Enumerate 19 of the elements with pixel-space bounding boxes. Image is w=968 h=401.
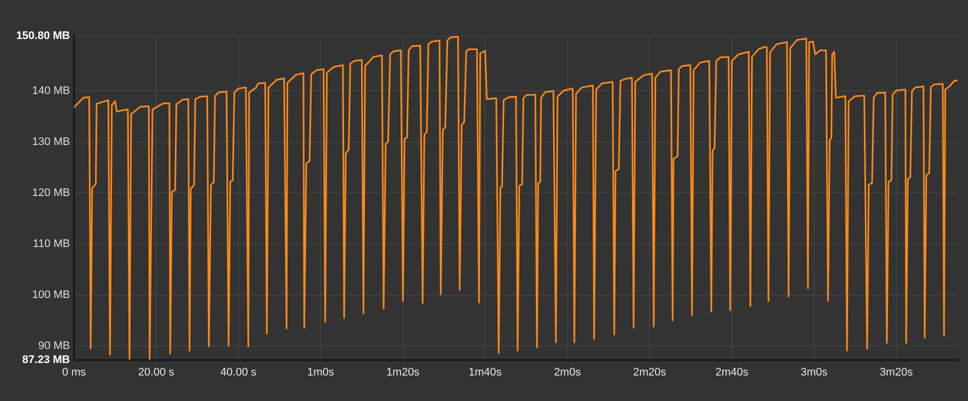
- x-tick-label: 2m40s: [715, 366, 749, 379]
- x-tick-label: 0 ms: [62, 366, 86, 379]
- y-tick-label: 140 MB: [32, 85, 70, 98]
- y-tick-label: 87.23 MB: [22, 354, 70, 366]
- x-tick-label: 2m20s: [633, 366, 667, 379]
- y-tick-label: 130 MB: [32, 136, 70, 148]
- x-tick-label: 1m20s: [386, 366, 420, 379]
- x-tick-label: 40.00 s: [220, 366, 257, 379]
- y-tick-label: 110 MB: [32, 238, 70, 250]
- x-tick-label: 2m0s: [554, 366, 582, 379]
- y-tick-label: 90 MB: [38, 340, 70, 352]
- x-tick-label: 3m20s: [880, 366, 914, 379]
- y-tick-label: 150.80 MB: [16, 30, 70, 42]
- y-tick-label: 100 MB: [32, 288, 70, 301]
- x-tick-label: 20.00 s: [138, 366, 175, 379]
- y-tick-label: 120 MB: [32, 187, 70, 200]
- x-tick-label: 1m0s: [307, 366, 335, 379]
- x-tick-label: 3m0s: [800, 366, 828, 379]
- x-tick-label: 1m40s: [468, 366, 502, 379]
